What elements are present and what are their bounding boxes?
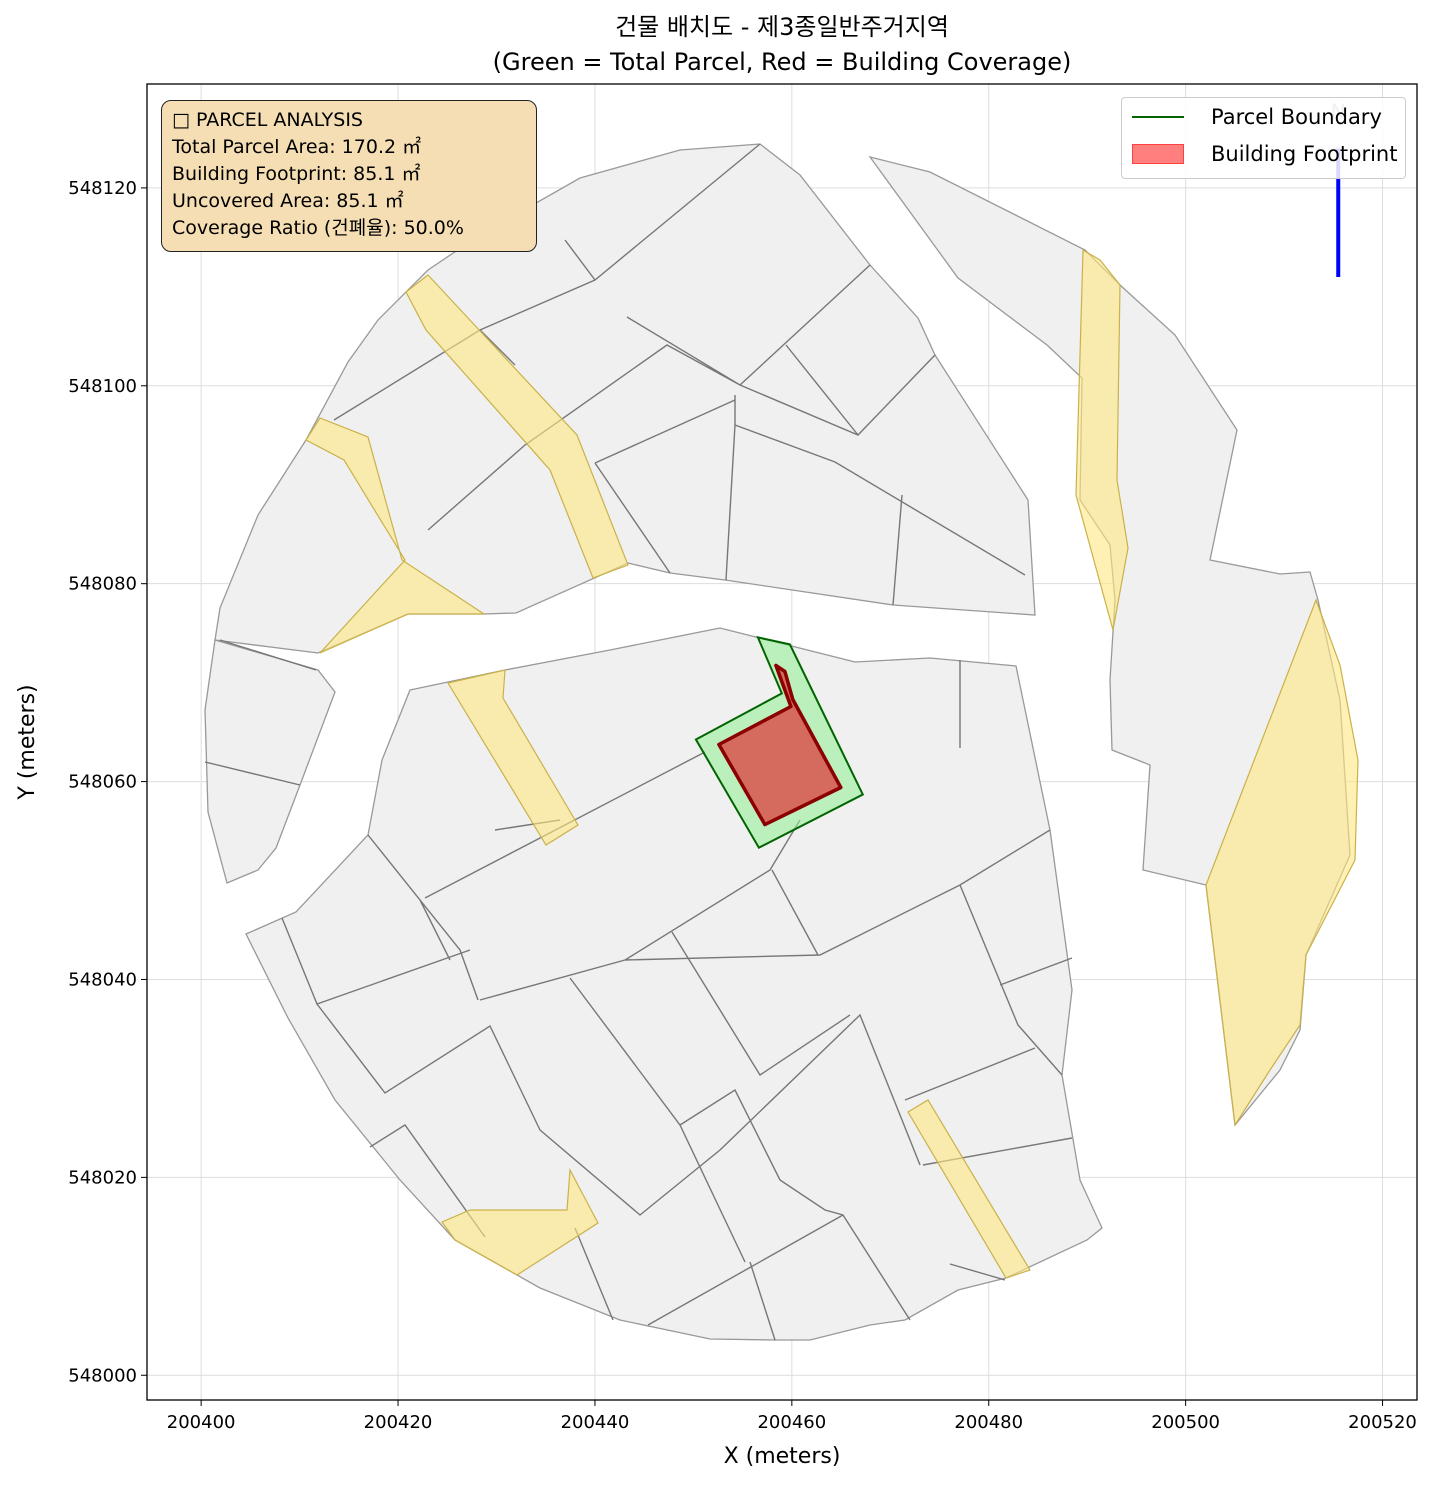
- legend-label: Building Footprint: [1211, 142, 1398, 166]
- y-tick-label: 548120: [68, 178, 137, 199]
- x-tick-label: 200500: [1151, 1412, 1220, 1433]
- y-tick-label: 548060: [68, 772, 137, 793]
- axis-ticks: 200400 200420 200440 200460 200480 200500 2005…: [68, 178, 1417, 1433]
- y-tick-label: 548020: [68, 1167, 137, 1188]
- parcel-line-swatch: [1132, 116, 1184, 118]
- y-tick-label: 548080: [68, 574, 137, 595]
- info-total-area: Total Parcel Area: 170.2 ㎡: [172, 136, 422, 158]
- legend-item-parcel: Parcel Boundary: [1132, 105, 1382, 129]
- info-uncovered-area: Uncovered Area: 85.1 ㎡: [172, 190, 404, 212]
- info-heading: □ PARCEL ANALYSIS: [172, 109, 363, 131]
- legend-label: Parcel Boundary: [1211, 105, 1382, 129]
- y-tick-label: 548040: [68, 969, 137, 990]
- x-tick-label: 200420: [364, 1412, 433, 1433]
- building-footprint-polygon[interactable]: [717, 663, 843, 827]
- context-parcel-lines: [204, 143, 1073, 1341]
- info-building-footprint: Building Footprint: 85.1 ㎡: [172, 163, 421, 185]
- y-axis-label: Y (meters): [15, 684, 40, 800]
- legend-item-building: Building Footprint: [1132, 142, 1397, 166]
- chart-title: 건물 배치도 - 제3종일반주거지역: [615, 13, 949, 41]
- y-tick-label: 548100: [68, 376, 137, 397]
- parcel-analysis-box: □ PARCEL ANALYSIS Total Parcel Area: 170…: [161, 100, 537, 252]
- x-tick-label: 200480: [954, 1412, 1023, 1433]
- chart-subtitle: (Green = Total Parcel, Red = Building Co…: [493, 48, 1072, 76]
- x-tick-label: 200440: [561, 1412, 630, 1433]
- plot-frame: [146, 83, 1418, 1401]
- x-tick-label: 200520: [1348, 1412, 1417, 1433]
- building-patch-swatch: [1132, 144, 1184, 164]
- y-tick-label: 548000: [68, 1365, 137, 1386]
- legend: Parcel Boundary Building Footprint: [1121, 97, 1406, 179]
- x-tick-label: 200400: [167, 1412, 236, 1433]
- x-tick-label: 200460: [757, 1412, 826, 1433]
- road-areas: [305, 248, 1359, 1279]
- x-axis-label: X (meters): [724, 1444, 841, 1469]
- info-coverage-ratio: Coverage Ratio (건폐율): 50.0%: [172, 217, 464, 239]
